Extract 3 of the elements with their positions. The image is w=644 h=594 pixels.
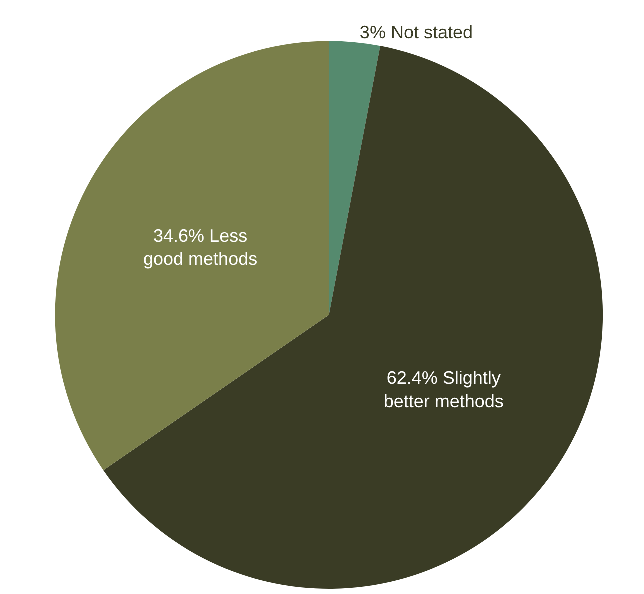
slice-label: 62.4% Slightly better methods (384, 368, 504, 412)
slice-label: 3% Not stated (360, 22, 473, 43)
slice-label: 34.6% Less good methods (144, 226, 258, 270)
